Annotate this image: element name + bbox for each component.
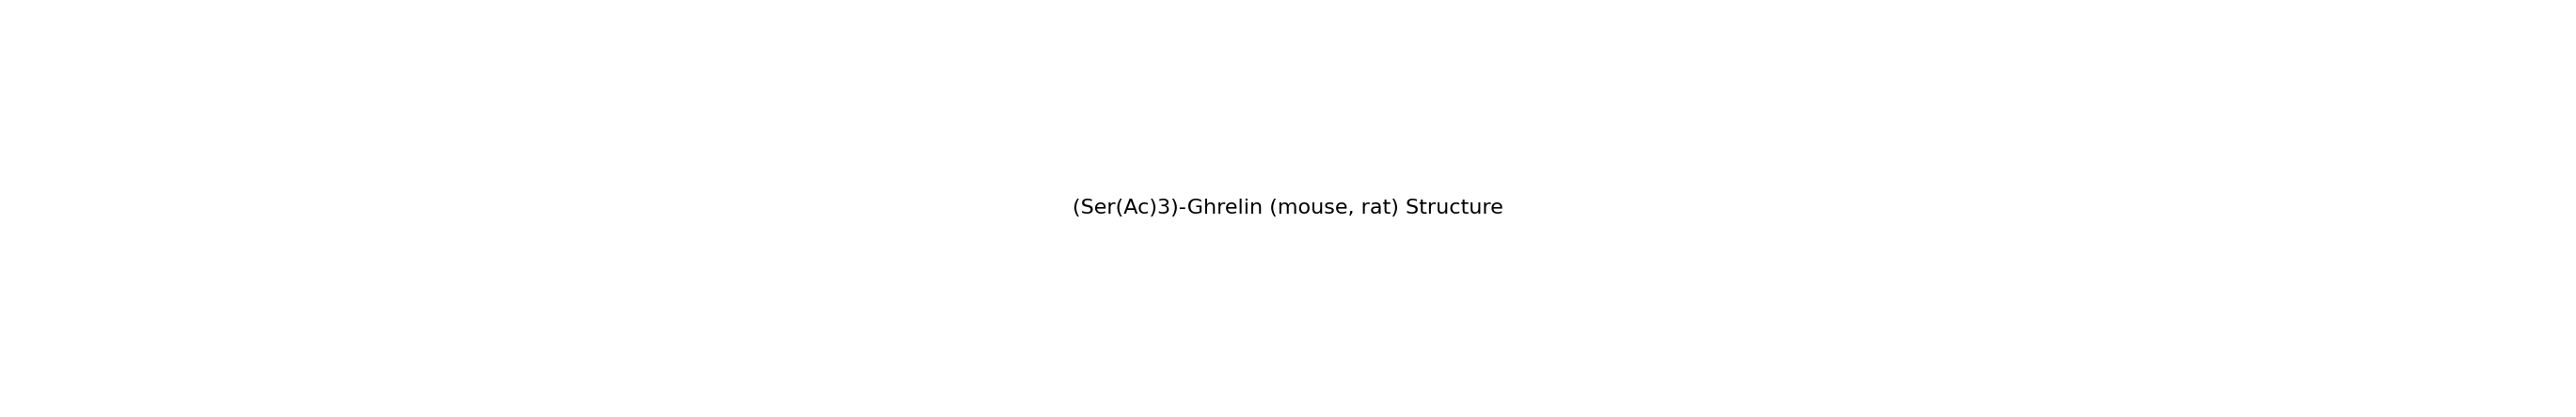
Text: (Ser(Ac)3)-Ghrelin (mouse, rat) Structure: (Ser(Ac)3)-Ghrelin (mouse, rat) Structur…: [1072, 199, 1504, 218]
